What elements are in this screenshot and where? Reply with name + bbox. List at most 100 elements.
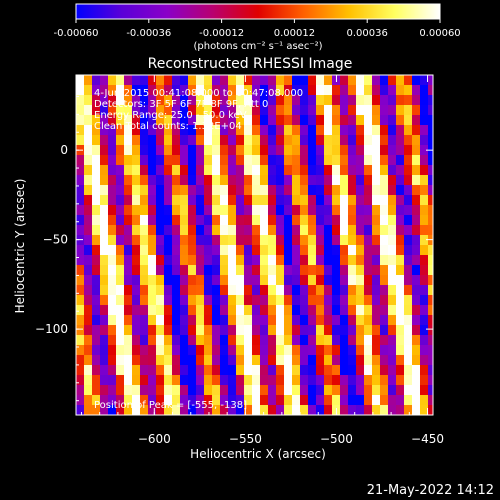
heatmap-cell xyxy=(148,135,157,146)
heatmap-cell xyxy=(204,165,213,176)
heatmap-cell xyxy=(76,365,85,376)
heatmap-cell xyxy=(76,225,85,236)
heatmap-cell xyxy=(76,85,85,96)
heatmap-cell xyxy=(132,405,141,415)
heatmap-cell xyxy=(268,365,277,376)
heatmap-cell xyxy=(212,375,221,386)
heatmap-cell xyxy=(260,395,269,406)
heatmap-cell xyxy=(108,305,117,316)
heatmap-cell xyxy=(268,255,277,266)
heatmap-cell xyxy=(124,225,133,236)
heatmap-cell xyxy=(180,285,189,296)
heatmap-cell xyxy=(316,195,325,206)
heatmap-cell xyxy=(276,345,285,356)
heatmap-cell xyxy=(412,245,421,256)
heatmap-cell xyxy=(188,235,197,246)
heatmap-cell xyxy=(124,245,133,256)
heatmap-cell xyxy=(292,105,301,116)
heatmap-cell xyxy=(172,375,181,386)
heatmap-cell xyxy=(188,105,197,116)
heatmap-cell xyxy=(188,285,197,296)
heatmap-cell xyxy=(156,315,165,326)
heatmap-cell xyxy=(260,125,269,136)
heatmap-cell xyxy=(364,345,373,356)
colorbar-ticks: -0.00060 -0.00036 -0.00012 0.00012 0.00036 0.… xyxy=(54,19,461,39)
heatmap-cell xyxy=(348,95,357,106)
heatmap-cell xyxy=(76,195,85,206)
heatmap-cell xyxy=(396,85,405,96)
heatmap-cell xyxy=(164,105,173,116)
heatmap-cell xyxy=(356,345,365,356)
heatmap-cell xyxy=(372,105,381,116)
heatmap-cell xyxy=(300,365,309,376)
heatmap-cell xyxy=(92,205,101,216)
heatmap-cell xyxy=(124,275,133,286)
heatmap-cell xyxy=(188,155,197,166)
heatmap-cell xyxy=(172,175,181,186)
heatmap-cell xyxy=(204,115,213,126)
heatmap-cell xyxy=(252,215,261,226)
heatmap-cell xyxy=(76,265,85,276)
heatmap-cell xyxy=(276,255,285,266)
heatmap-cell xyxy=(300,135,309,146)
heatmap-cell xyxy=(356,75,365,86)
heatmap-cell xyxy=(292,195,301,206)
heatmap-cell xyxy=(220,115,229,126)
heatmap-cell xyxy=(340,75,349,86)
heatmap-cell xyxy=(348,235,357,246)
heatmap-cell xyxy=(300,145,309,156)
heatmap-cell xyxy=(404,395,413,406)
heatmap-cell xyxy=(252,195,261,206)
heatmap-cell xyxy=(132,345,141,356)
heatmap-cell xyxy=(396,355,405,366)
heatmap-cell xyxy=(212,125,221,136)
heatmap-image xyxy=(76,75,433,415)
heatmap-cell xyxy=(308,285,317,296)
heatmap-cell xyxy=(348,205,357,216)
heatmap-cell xyxy=(316,185,325,196)
heatmap-cell xyxy=(364,195,373,206)
heatmap-cell xyxy=(324,95,333,106)
heatmap-cell xyxy=(220,205,229,216)
heatmap-cell xyxy=(276,125,285,136)
heatmap-cell xyxy=(188,265,197,276)
heatmap-cell xyxy=(124,195,133,206)
heatmap-cell xyxy=(412,265,421,276)
heatmap-cell xyxy=(348,335,357,346)
heatmap-cell xyxy=(316,355,325,366)
heatmap-cell xyxy=(252,105,261,116)
heatmap-cell xyxy=(124,75,133,86)
heatmap-cell xyxy=(252,75,261,86)
heatmap-cell xyxy=(180,165,189,176)
heatmap-cell xyxy=(348,75,357,86)
heatmap-cell xyxy=(356,135,365,146)
heatmap-cell xyxy=(148,175,157,186)
heatmap-cell xyxy=(140,265,149,276)
heatmap-cell xyxy=(84,305,93,316)
heatmap-cell xyxy=(316,175,325,186)
heatmap-cell xyxy=(228,85,237,96)
heatmap-cell xyxy=(292,385,301,396)
heatmap-cell xyxy=(252,355,261,366)
heatmap-cell xyxy=(364,95,373,106)
heatmap-cell xyxy=(164,115,173,126)
heatmap-cell xyxy=(300,405,309,415)
heatmap-cell xyxy=(388,155,397,166)
heatmap-cell xyxy=(340,355,349,366)
heatmap-cell xyxy=(140,275,149,286)
heatmap-cell xyxy=(164,85,173,96)
heatmap-cell xyxy=(276,315,285,326)
heatmap-cell xyxy=(236,355,245,366)
heatmap-cell xyxy=(116,135,125,146)
heatmap-cell xyxy=(228,225,237,236)
heatmap-cell xyxy=(284,305,293,316)
heatmap-cell xyxy=(244,125,253,136)
heatmap-cell xyxy=(364,205,373,216)
heatmap-cell xyxy=(116,205,125,216)
heatmap-cell xyxy=(244,165,253,176)
heatmap-cell xyxy=(188,95,197,106)
heatmap-cell xyxy=(284,355,293,366)
heatmap-cell xyxy=(420,135,429,146)
heatmap-cell xyxy=(364,235,373,246)
heatmap-cell xyxy=(116,335,125,346)
